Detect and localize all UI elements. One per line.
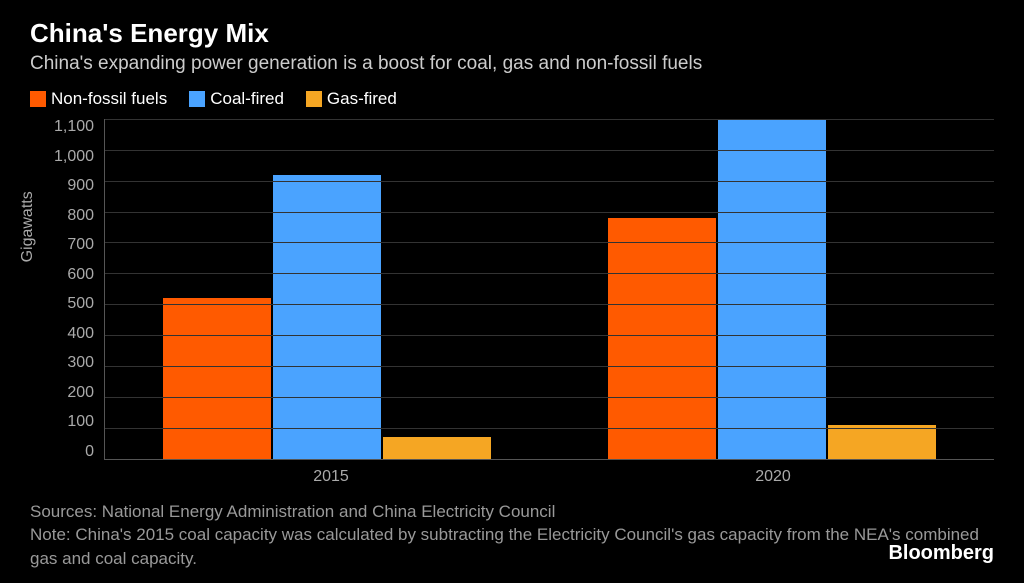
gridline	[105, 428, 994, 429]
brand-label: Bloomberg	[888, 542, 994, 565]
gridline	[105, 304, 994, 305]
chart-subtitle: China's expanding power generation is a …	[30, 53, 994, 75]
sources-text: Sources: National Energy Administration …	[30, 500, 994, 524]
gridline	[105, 119, 994, 120]
chart-area: Gigawatts 1,1001,00090080070060050040030…	[30, 119, 994, 460]
gridline	[105, 150, 994, 151]
legend-swatch	[189, 91, 205, 107]
legend-swatch	[306, 91, 322, 107]
legend-item-coal: Coal-fired	[189, 89, 284, 109]
y-tick: 700	[67, 237, 94, 253]
legend: Non-fossil fuels Coal-fired Gas-fired	[30, 89, 994, 109]
legend-label: Gas-fired	[327, 89, 397, 109]
bar	[163, 298, 271, 459]
chart-title: China's Energy Mix	[30, 18, 994, 49]
y-tick: 100	[67, 414, 94, 430]
y-tick: 400	[67, 326, 94, 342]
bar	[828, 425, 936, 459]
note-text: Note: China's 2015 coal capacity was cal…	[30, 523, 994, 571]
legend-swatch	[30, 91, 46, 107]
y-tick: 0	[85, 444, 94, 460]
gridline	[105, 181, 994, 182]
gridline	[105, 397, 994, 398]
bar	[718, 119, 826, 459]
gridline	[105, 335, 994, 336]
y-axis: 1,100 1,000 900 800 700 600 500 400 300 200 100 0	[54, 119, 104, 460]
y-tick: 1,100	[54, 119, 94, 135]
y-tick: 500	[67, 296, 94, 312]
bar	[273, 175, 381, 459]
legend-item-gas: Gas-fired	[306, 89, 397, 109]
y-tick: 300	[67, 355, 94, 371]
y-tick: 900	[67, 178, 94, 194]
y-tick: 200	[67, 385, 94, 401]
gridline	[105, 242, 994, 243]
chart-container: China's Energy Mix China's expanding pow…	[0, 0, 1024, 583]
gridline	[105, 212, 994, 213]
footer: Sources: National Energy Administration …	[30, 500, 994, 571]
legend-label: Coal-fired	[210, 89, 284, 109]
y-tick: 800	[67, 208, 94, 224]
x-axis: 2015 2020	[86, 468, 994, 486]
gridline	[105, 273, 994, 274]
bar-group	[608, 119, 936, 459]
plot-area	[104, 119, 994, 460]
bar	[608, 218, 716, 459]
y-tick: 1,000	[54, 149, 94, 165]
legend-item-nonfossil: Non-fossil fuels	[30, 89, 167, 109]
bar-group	[163, 119, 491, 459]
bar	[383, 437, 491, 459]
legend-label: Non-fossil fuels	[51, 89, 167, 109]
y-axis-label: Gigawatts	[19, 192, 37, 263]
x-tick: 2020	[608, 468, 938, 486]
x-tick: 2015	[166, 468, 496, 486]
gridline	[105, 366, 994, 367]
y-tick: 600	[67, 267, 94, 283]
